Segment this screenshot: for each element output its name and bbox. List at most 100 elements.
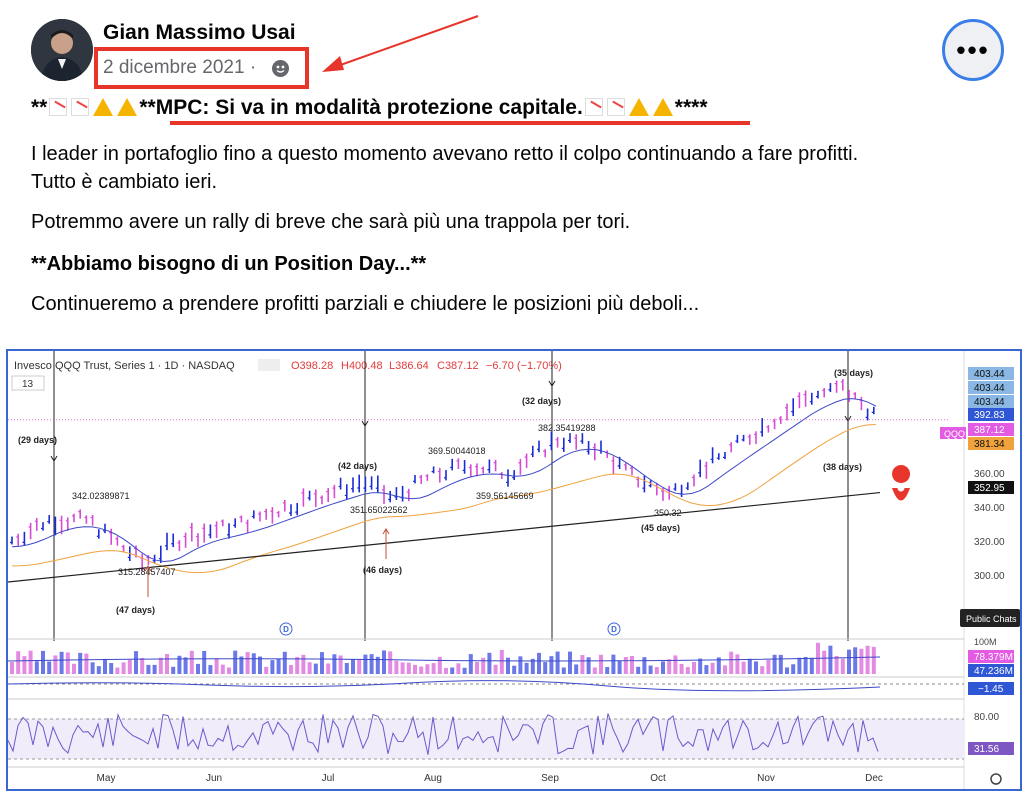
volume-bar: [642, 657, 647, 674]
volume-bar: [127, 659, 132, 674]
volume-bar: [561, 667, 566, 674]
post-title-text: **MPC: Si va in modalità protezione capi…: [139, 96, 583, 119]
volume-bar: [543, 662, 548, 674]
annotation-arrow: [382, 528, 390, 559]
volume-bar: [847, 649, 851, 674]
rsi-label: 80.00: [974, 712, 999, 723]
price-label: 403.44: [974, 369, 1005, 380]
cycle-arrow: [50, 455, 58, 462]
volume-bar: [196, 663, 200, 674]
price-label: 381.34: [974, 439, 1005, 450]
volume-bar: [797, 657, 802, 674]
volume-bar: [853, 647, 858, 674]
volume-bar: [351, 659, 355, 674]
volume-bar: [388, 651, 393, 674]
rsi-label: 31.56: [974, 744, 999, 755]
author-name[interactable]: Gian Massimo Usai: [103, 21, 296, 44]
volume-bar: [772, 654, 777, 674]
cycle-lines: [50, 351, 852, 641]
volume-bar: [357, 659, 362, 674]
indicator-toggle[interactable]: [258, 359, 280, 371]
cycle-arrow: [361, 420, 369, 427]
map-pin-icon: [892, 488, 910, 501]
ma-orange-line: [11, 424, 877, 574]
annotation-arrow: [144, 565, 152, 597]
stock-chart-image[interactable]: Invesco QQQ Trust, Series 1 · 1D · NASDA…: [6, 349, 1022, 791]
post-date-text[interactable]: 2 dicembre 2021: [103, 57, 245, 78]
warning-icon: [93, 98, 114, 116]
volume-bar: [611, 654, 616, 674]
volume-bar: [53, 655, 58, 674]
volume-bar: [282, 651, 287, 674]
symbol-tag-box: [940, 427, 966, 439]
volume-bar: [251, 653, 256, 674]
volume-bar: [840, 658, 845, 674]
price-label-box: [968, 481, 1014, 494]
volume-bar: [530, 658, 535, 674]
public-chats-button[interactable]: [960, 609, 1020, 627]
annotation-label: 382.35419288: [538, 423, 596, 433]
volume-bar: [871, 646, 876, 674]
settings-gear-icon[interactable]: [990, 773, 1002, 785]
volume-bar: [481, 657, 486, 674]
volume-bar: [239, 656, 244, 674]
chart-annotations: (29 days) 342.02389871 315.28457407 (47 day…: [18, 368, 911, 615]
post-date[interactable]: 2 dicembre 2021 ·: [103, 57, 256, 79]
annotation-label: (29 days): [18, 435, 57, 445]
volume-bar: [245, 652, 250, 674]
macd-line: [8, 680, 881, 692]
volume-bar: [202, 650, 207, 674]
volume-bar: [623, 657, 628, 674]
price-label: 392.83: [974, 410, 1005, 421]
volume-bar: [121, 662, 126, 674]
volume-bar: [667, 659, 672, 674]
volume-bar: [301, 654, 306, 674]
volume-bar: [809, 657, 814, 674]
volume-bar: [115, 667, 120, 674]
volume-bar: [419, 666, 424, 674]
volume-bar: [406, 662, 411, 674]
macd-label-box: [968, 682, 1014, 695]
volume-bar: [716, 657, 721, 674]
month-label: Jul: [322, 773, 335, 784]
volume-bar: [648, 665, 653, 674]
volume-bar: [654, 667, 659, 674]
volume-bar: [84, 653, 89, 674]
cycle-arrow: [548, 380, 556, 387]
volume-bar: [208, 665, 213, 674]
annotation-label: 359.56145669: [476, 491, 534, 501]
month-label: Sep: [541, 773, 559, 784]
annotation-label: (47 days): [116, 605, 155, 615]
volume-bar: [158, 657, 163, 674]
avatar[interactable]: [31, 19, 93, 81]
chart-header: Invesco QQQ Trust, Series 1 · 1D · NASDA…: [11, 359, 562, 391]
volume-bar: [710, 662, 715, 674]
volume-bar: [152, 664, 157, 674]
volume-bar: [326, 663, 331, 674]
volume-bar: [574, 664, 579, 674]
annotation-label: (38 days): [823, 462, 862, 472]
chart-down-icon: [71, 98, 90, 116]
volume-bar: [313, 663, 318, 674]
indicator-count-box[interactable]: [11, 375, 45, 391]
annotation-label: 350.32: [654, 508, 682, 518]
volume-bar: [791, 664, 796, 674]
more-options-button[interactable]: •••: [942, 19, 1004, 81]
month-label: Aug: [424, 773, 442, 784]
audience-icon[interactable]: [272, 60, 289, 77]
warning-icon: [628, 98, 649, 116]
volume-bar: [698, 658, 703, 674]
volume-label: 47.236M: [974, 666, 1013, 677]
post-paragraph: Continueremo a prendere profitti parzial…: [31, 293, 700, 315]
post-paragraph: **Abbiamo bisogno di un Position Day...*…: [31, 253, 427, 275]
volume-bar: [537, 652, 541, 674]
volume-bar: [555, 651, 560, 674]
volume-bar: [462, 667, 467, 674]
volume-bar: [778, 654, 783, 674]
ma-black-line: [8, 491, 881, 583]
volume-bar: [10, 662, 14, 674]
chart-down-icon: [606, 98, 625, 116]
price-label-box: [968, 381, 1014, 394]
volume-bar: [822, 650, 827, 674]
